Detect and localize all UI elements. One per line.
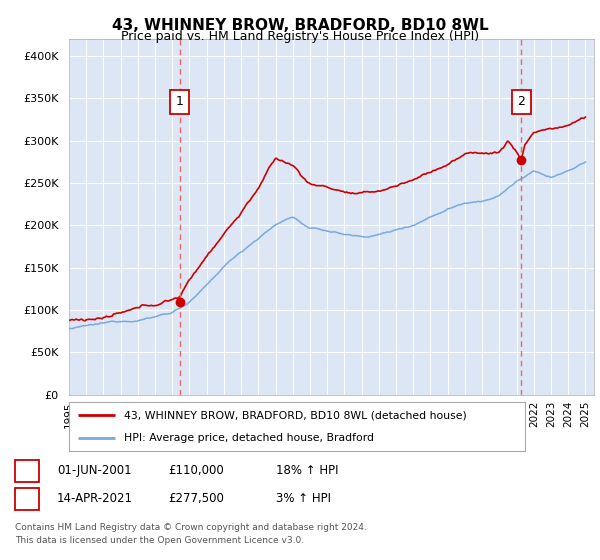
Text: 1: 1 (23, 464, 31, 478)
Text: £277,500: £277,500 (168, 492, 224, 506)
Text: 43, WHINNEY BROW, BRADFORD, BD10 8WL: 43, WHINNEY BROW, BRADFORD, BD10 8WL (112, 18, 488, 33)
Text: 43, WHINNEY BROW, BRADFORD, BD10 8WL (detached house): 43, WHINNEY BROW, BRADFORD, BD10 8WL (de… (124, 410, 466, 421)
Text: 18% ↑ HPI: 18% ↑ HPI (276, 464, 338, 478)
FancyBboxPatch shape (170, 90, 189, 114)
Text: HPI: Average price, detached house, Bradford: HPI: Average price, detached house, Brad… (124, 433, 374, 444)
FancyBboxPatch shape (512, 90, 531, 114)
Text: This data is licensed under the Open Government Licence v3.0.: This data is licensed under the Open Gov… (15, 536, 304, 545)
Text: 2: 2 (517, 95, 525, 108)
Text: 14-APR-2021: 14-APR-2021 (57, 492, 133, 506)
Text: 3% ↑ HPI: 3% ↑ HPI (276, 492, 331, 506)
Text: 1: 1 (176, 95, 184, 108)
Text: £110,000: £110,000 (168, 464, 224, 478)
Text: 01-JUN-2001: 01-JUN-2001 (57, 464, 131, 478)
Text: 2: 2 (23, 492, 31, 506)
Text: Price paid vs. HM Land Registry's House Price Index (HPI): Price paid vs. HM Land Registry's House … (121, 30, 479, 43)
Text: Contains HM Land Registry data © Crown copyright and database right 2024.: Contains HM Land Registry data © Crown c… (15, 523, 367, 532)
